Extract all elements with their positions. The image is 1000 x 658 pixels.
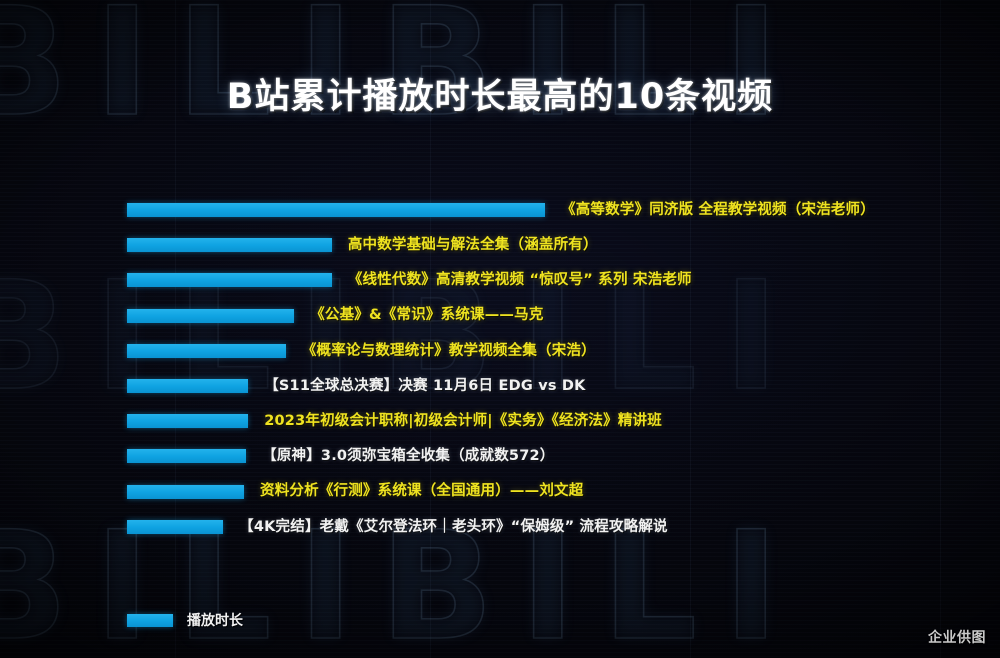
bar-1 xyxy=(127,203,545,217)
bar-label-4: 《公基》&《常识》系统课——马克 xyxy=(310,307,544,324)
bar-row: 高中数学基础与解法全集（涵盖所有） xyxy=(127,236,598,253)
bar-5 xyxy=(127,343,286,358)
bar-row: 《线性代数》高清教学视频 “惊叹号” 系列 宋浩老师 xyxy=(127,272,692,289)
bar-label-10: 【4K完结】老戴《艾尔登法环｜老头环》“保姆级” 流程攻略解说 xyxy=(239,518,668,535)
bar-9 xyxy=(127,484,245,499)
bar-label-8: 【原神】3.0须弥宝箱全收集（成就数572） xyxy=(262,448,555,465)
bar-label-1: 《高等数学》同济版 全程教学视频（宋浩老师） xyxy=(561,201,875,218)
bar-2 xyxy=(127,238,332,253)
bar-label-3: 《线性代数》高清教学视频 “惊叹号” 系列 宋浩老师 xyxy=(347,272,692,289)
bar-4 xyxy=(127,308,295,323)
bar-label-5: 《概率论与数理统计》教学视频全集（宋浩） xyxy=(301,342,596,359)
bar-row: 《高等数学》同济版 全程教学视频（宋浩老师） xyxy=(127,203,875,217)
legend-swatch-playback-duration xyxy=(127,613,173,627)
bar-8 xyxy=(127,449,247,464)
bar-label-7: 2023年初级会计职称|初级会计师|《实务》《经济法》精讲班 xyxy=(264,412,662,429)
legend-label-playback-duration: 播放时长 xyxy=(187,613,243,629)
bar-row: 【原神】3.0须弥宝箱全收集（成就数572） xyxy=(127,448,555,465)
bar-label-6: 【S11全球总决赛】决赛 11月6日 EDG vs DK xyxy=(264,377,586,394)
bar-row: 《公基》&《常识》系统课——马克 xyxy=(127,307,544,324)
chart-legend: 播放时长 xyxy=(127,610,243,630)
bar-label-9: 资料分析《行测》系统课（全国通用）——刘文超 xyxy=(260,483,584,500)
bar-row: 资料分析《行测》系统课（全国通用）——刘文超 xyxy=(127,483,584,500)
chart-title: B站累计播放时长最高的10条视频 xyxy=(226,77,774,117)
bar-row: 【4K完结】老戴《艾尔登法环｜老头环》“保姆级” 流程攻略解说 xyxy=(127,520,668,534)
bar-label-2: 高中数学基础与解法全集（涵盖所有） xyxy=(347,236,598,253)
bar-7 xyxy=(127,414,249,429)
bar-10 xyxy=(127,519,224,534)
bar-6 xyxy=(127,379,249,393)
bar-row: 【S11全球总决赛】决赛 11月6日 EDG vs DK xyxy=(127,379,586,393)
bar-row: 《概率论与数理统计》教学视频全集（宋浩） xyxy=(127,344,596,358)
bar-3 xyxy=(127,273,332,288)
bar-row: 2023年初级会计职称|初级会计师|《实务》《经济法》精讲班 xyxy=(127,412,662,429)
footer-watermark: 企业供图 xyxy=(928,630,986,646)
